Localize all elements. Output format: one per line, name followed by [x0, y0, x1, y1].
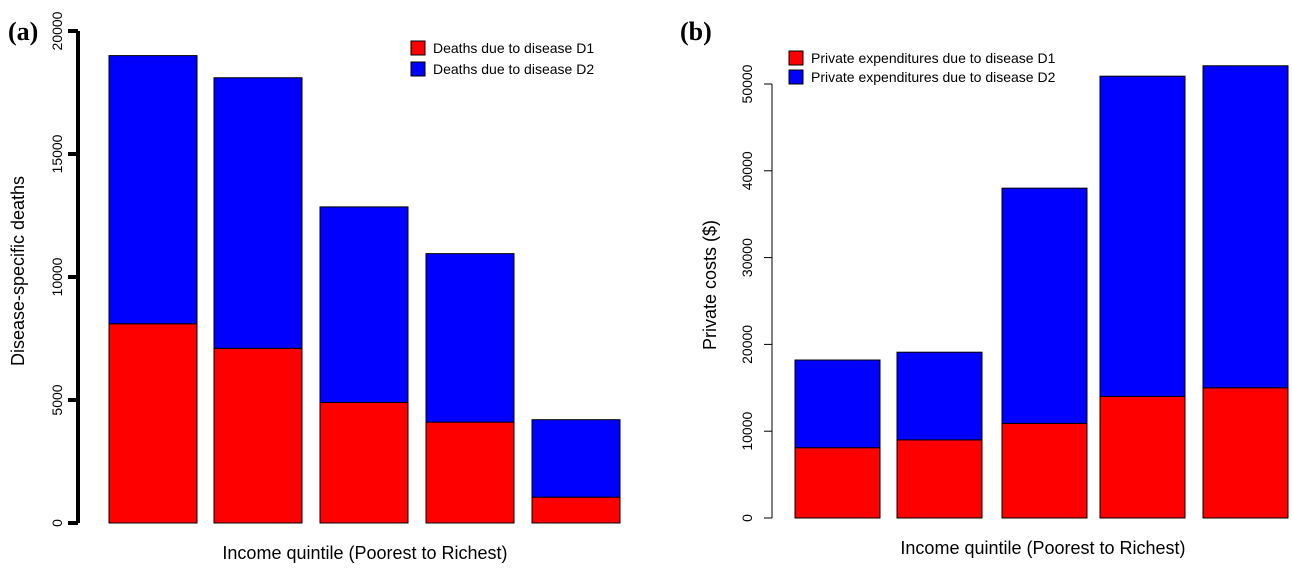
panel-a-x-axis-title: Income quintile (Poorest to Richest) [222, 543, 507, 563]
panel-a-bars [108, 55, 621, 524]
panel-b-bars [794, 65, 1289, 519]
panel-a-bar-q1-d2 [108, 55, 198, 325]
panel-b-y-axis-title: Private costs ($) [700, 220, 720, 350]
panel-a-deaths: (a) 0 5000 10000 15000 20000 Disease-specifi… [8, 11, 621, 563]
panel-b-legend: Private expenditures due to disease D1 P… [788, 50, 1056, 85]
panel-b-bar-q3-d2 [1001, 187, 1088, 424]
legend-swatch-d2-deaths [410, 61, 426, 77]
panel-a-y-axis: 0 5000 10000 15000 20000 [49, 11, 80, 527]
legend-label-d2-deaths: Deaths due to disease D2 [433, 61, 594, 77]
panel-b-y-axis: 0 10000 20000 30000 40000 50000 [739, 64, 773, 522]
panel-b-y-tick-label: 20000 [739, 325, 755, 364]
legend-swatch-d2-costs [788, 69, 804, 85]
legend-label-d1-deaths: Deaths due to disease D1 [433, 40, 594, 56]
panel-b-y-tick-label: 10000 [739, 412, 755, 451]
panel-a-y-tick-label: 15000 [49, 134, 65, 173]
panel-a-bar-q1-d1 [108, 323, 198, 524]
panel-b-bar-q4-d1 [1099, 395, 1186, 519]
panel-b-y-tick-label: 0 [739, 514, 755, 522]
panel-label-b: (b) [680, 17, 712, 46]
panel-a-bar-q2-d1 [213, 347, 303, 524]
panel-label-a: (a) [8, 17, 38, 46]
panel-a-bar-q2-d2 [213, 77, 303, 349]
panel-b-bar-q2-d2 [896, 351, 983, 441]
panel-b-bar-q1-d2 [794, 359, 881, 449]
panel-a-bar-q3-d1 [319, 401, 409, 524]
panel-b-x-axis-title: Income quintile (Poorest to Richest) [900, 538, 1185, 558]
panel-b-bar-q4-d2 [1099, 75, 1186, 397]
panel-b-y-tick-label: 30000 [739, 238, 755, 277]
legend-swatch-d1-deaths [410, 40, 426, 56]
panel-a-bar-q4-d1 [425, 421, 515, 524]
panel-a-bar-q5-d2 [531, 419, 621, 498]
panel-b-bar-q3-d1 [1001, 422, 1088, 519]
panel-a-bar-q4-d2 [425, 253, 515, 423]
panel-b-y-tick-label: 40000 [739, 151, 755, 190]
panel-b-bar-q5-d1 [1202, 387, 1289, 519]
panel-a-legend: Deaths due to disease D1 Deaths due to d… [410, 40, 594, 77]
legend-label-d2-costs: Private expenditures due to disease D2 [811, 69, 1056, 85]
panel-a-y-tick-label: 0 [49, 519, 65, 527]
panel-a-y-tick-label: 10000 [49, 257, 65, 296]
panel-a-y-axis-title: Disease-specific deaths [8, 176, 28, 366]
panel-a-y-tick-label: 20000 [49, 11, 65, 50]
panel-b-bar-q5-d2 [1202, 65, 1289, 389]
panel-b-bar-q2-d1 [896, 439, 983, 519]
panel-a-bar-q3-d2 [319, 206, 409, 403]
panel-b-bar-q1-d1 [794, 447, 881, 519]
legend-label-d1-costs: Private expenditures due to disease D1 [811, 50, 1056, 66]
panel-b-costs: (b) 0 10000 20000 30000 40000 50000 Private c… [680, 17, 1289, 558]
panel-a-y-tick-label: 5000 [49, 384, 65, 415]
panel-b-y-tick-label: 50000 [739, 64, 755, 103]
panel-a-bar-q5-d1 [531, 496, 621, 524]
legend-swatch-d1-costs [788, 50, 804, 66]
